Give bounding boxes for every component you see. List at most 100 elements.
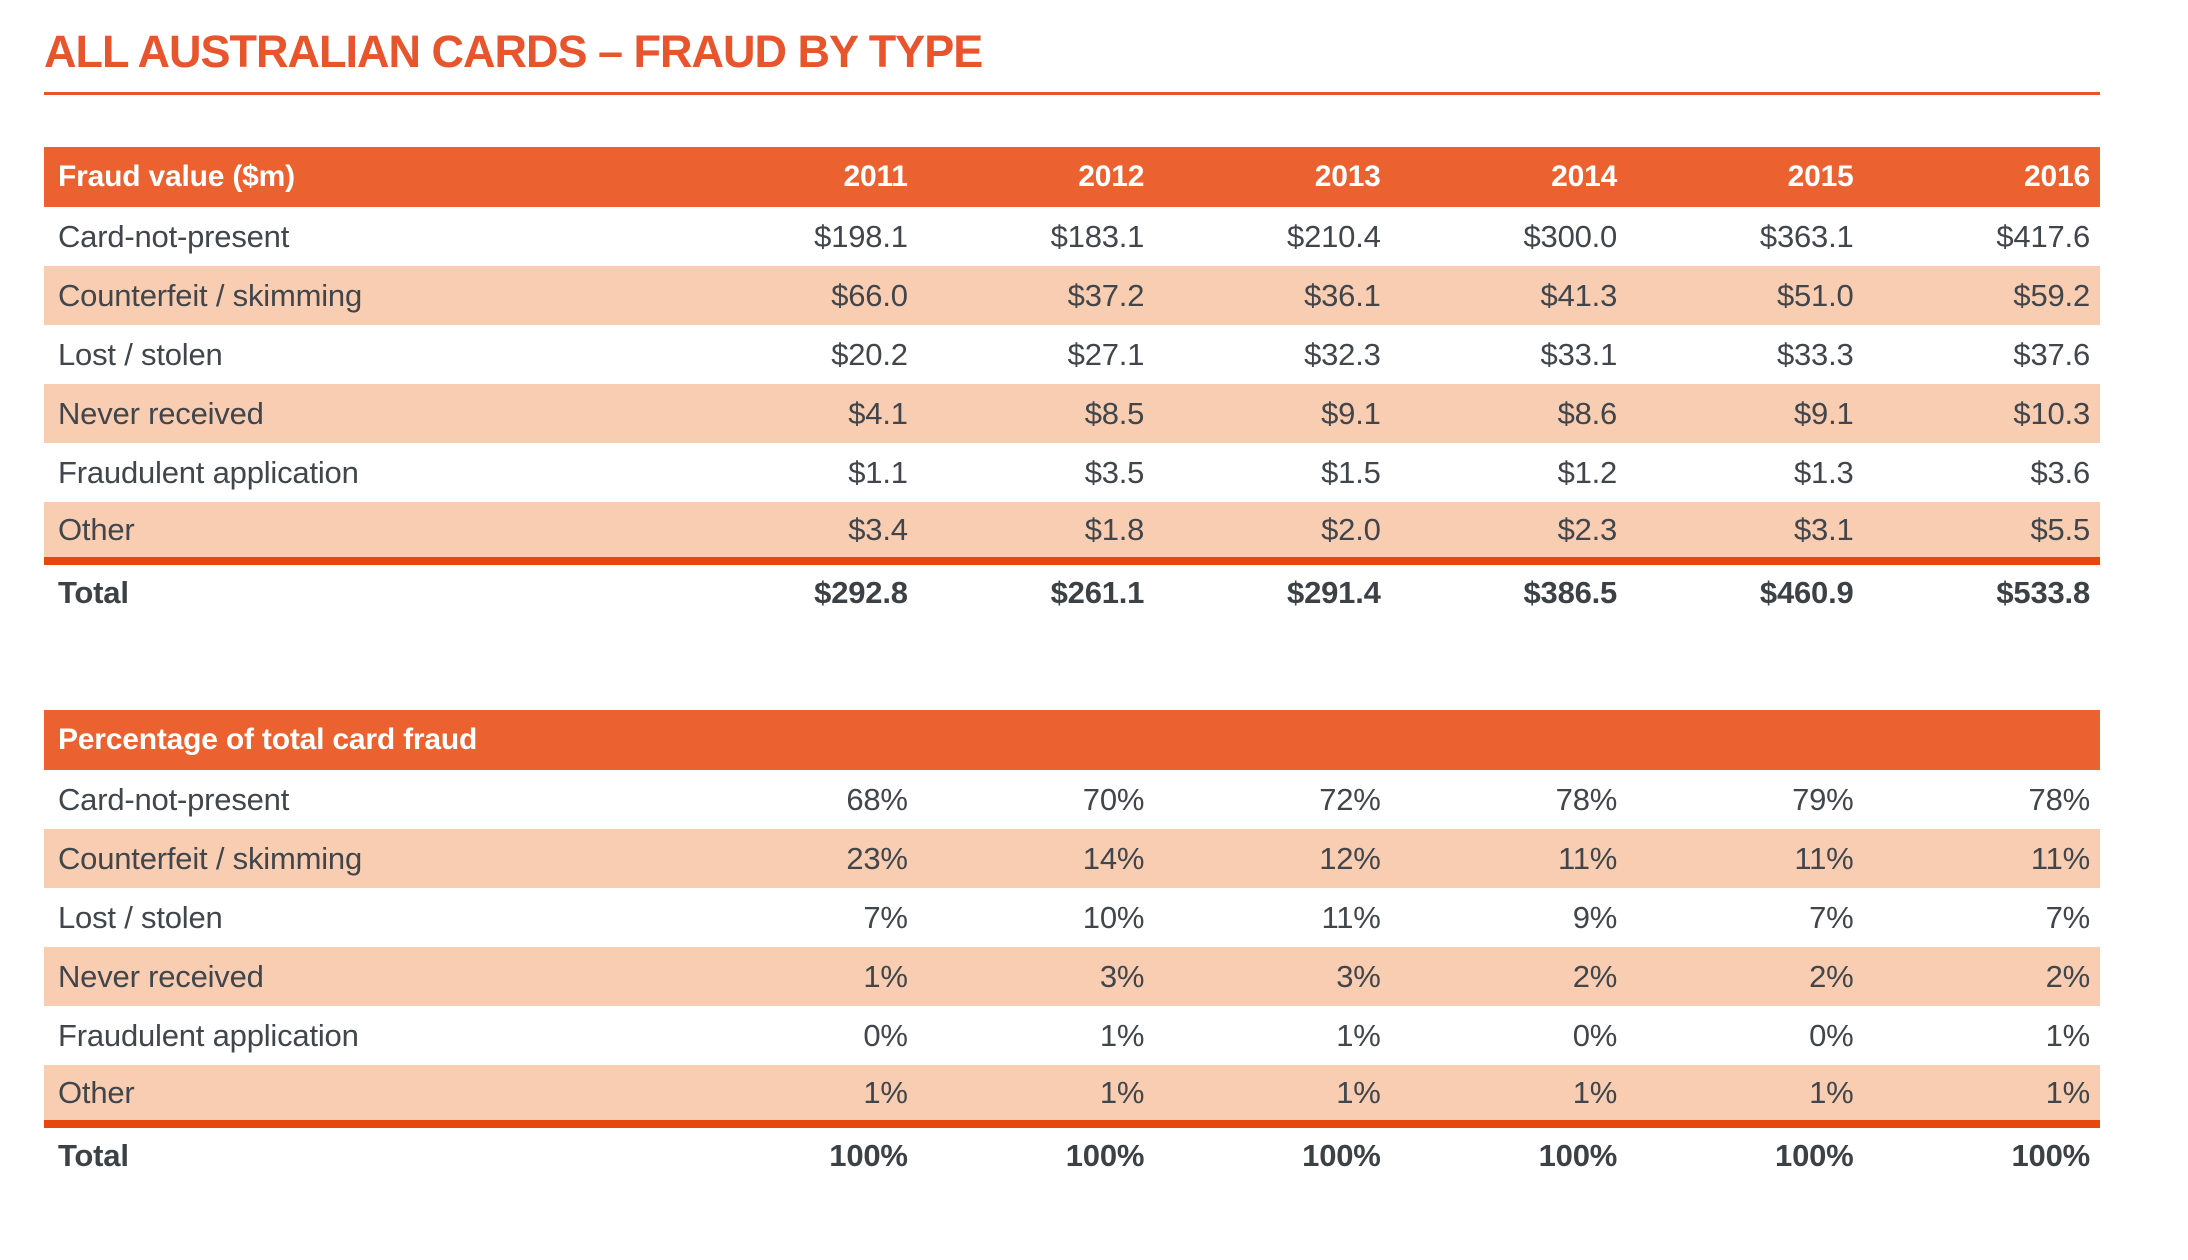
- cell-value: $363.1: [1759, 218, 1854, 254]
- cell-value: $33.1: [1540, 336, 1618, 372]
- cell-value: 100%: [681, 1120, 918, 1184]
- cell-value: $3.4: [681, 502, 918, 562]
- table-row: Lost / stolen 7% 10% 11% 9% 7% 7%: [44, 888, 2100, 947]
- row-label: Other: [44, 502, 682, 562]
- cell-value: 7%: [2045, 899, 2091, 935]
- year-header: 2016: [1863, 147, 2100, 208]
- table-row: Card-not-present $198.1 $183.1 $210.4 $300.0…: [44, 207, 2100, 266]
- cell-value: 1%: [1099, 1017, 1145, 1053]
- cell-value: 1%: [1627, 1065, 1864, 1125]
- cell-value: $291.4: [1154, 557, 1391, 621]
- cell-value: $1.5: [1321, 454, 1381, 490]
- cell-value: $9.1: [1154, 384, 1391, 444]
- cell-value: 11%: [1390, 829, 1628, 889]
- fraud-value-header-row: Fraud value ($m) 2011 2012 2013 2014 201…: [44, 147, 2100, 208]
- cell-value: $183.1: [1050, 218, 1145, 254]
- cell-value: 14%: [917, 829, 1155, 889]
- cell-value: 12%: [1154, 829, 1391, 889]
- cell-value: $460.9: [1627, 557, 1864, 621]
- cell-value: $2.3: [1390, 502, 1628, 562]
- fraud-percentage-table-body: Card-not-present 68% 70% 72% 78% 79% 78% Counte…: [44, 770, 2100, 1184]
- cell-value: $3.5: [1084, 454, 1145, 490]
- cell-value: 23%: [681, 829, 918, 889]
- report-page: ALL AUSTRALIAN CARDS – FRAUD BY TYPE Fra…: [44, 0, 2100, 1184]
- cell-value: $3.1: [1627, 502, 1864, 562]
- cell-value: $59.2: [1863, 266, 2100, 326]
- cell-value: $10.3: [1863, 384, 2100, 444]
- cell-value: $41.3: [1390, 266, 1628, 326]
- cell-value: $1.8: [917, 502, 1155, 562]
- year-header: 2014: [1390, 147, 1628, 208]
- cell-value: 2%: [1863, 947, 2100, 1007]
- cell-value: $51.0: [1627, 266, 1864, 326]
- cell-value: 100%: [1863, 1120, 2100, 1184]
- cell-value: $1.1: [848, 454, 908, 490]
- cell-value: 1%: [1390, 1065, 1628, 1125]
- row-label: Total: [44, 1120, 682, 1184]
- cell-value: 2%: [1627, 947, 1864, 1007]
- row-label: Never received: [44, 947, 682, 1007]
- table-row: Counterfeit / skimming 23% 14% 12% 11% 11% 11%: [44, 829, 2100, 889]
- cell-value: $33.3: [1776, 336, 1854, 372]
- cell-value: 0%: [863, 1017, 908, 1053]
- row-label: Fraudulent application: [58, 1017, 359, 1053]
- cell-value: 1%: [2045, 1017, 2091, 1053]
- cell-value: 3%: [1154, 947, 1391, 1007]
- cell-value: 100%: [917, 1120, 1155, 1184]
- cell-value: 1%: [917, 1065, 1155, 1125]
- fraud-percentage-header-row: Percentage of total card fraud: [44, 710, 2100, 771]
- cell-value: 0%: [1809, 1017, 1854, 1053]
- cell-value: 11%: [1863, 829, 2100, 889]
- fraud-value-table-body: Card-not-present $198.1 $183.1 $210.4 $300.0…: [44, 207, 2100, 621]
- cell-value: 7%: [1809, 899, 1854, 935]
- total-row: Total $292.8 $261.1 $291.4 $386.5 $460.9 $533.…: [44, 557, 2100, 621]
- cell-value: $2.0: [1154, 502, 1391, 562]
- cell-value: 3%: [917, 947, 1155, 1007]
- row-label: Card-not-present: [58, 218, 290, 254]
- row-label: Never received: [44, 384, 682, 444]
- cell-value: $36.1: [1154, 266, 1391, 326]
- row-label: Other: [44, 1065, 682, 1125]
- cell-value: $386.5: [1390, 557, 1628, 621]
- cell-value: $1.2: [1557, 454, 1618, 490]
- page-title: ALL AUSTRALIAN CARDS – FRAUD BY TYPE: [44, 26, 983, 77]
- title-underline: [44, 92, 2100, 96]
- cell-value: 70%: [1082, 781, 1145, 817]
- cell-value: 78%: [1555, 781, 1618, 817]
- cell-value: 11%: [1321, 899, 1381, 935]
- table-row: Other $3.4 $1.8 $2.0 $2.3 $3.1 $5.5: [44, 502, 2100, 562]
- cell-value: $8.6: [1390, 384, 1628, 444]
- cell-value: $9.1: [1627, 384, 1864, 444]
- cell-value: $261.1: [917, 557, 1155, 621]
- table-row: Never received 1% 3% 3% 2% 2% 2%: [44, 947, 2100, 1007]
- row-label: Lost / stolen: [58, 336, 223, 372]
- cell-value: 79%: [1792, 781, 1854, 817]
- row-label: Counterfeit / skimming: [44, 266, 682, 326]
- cell-value: 68%: [846, 781, 908, 817]
- cell-value: $27.1: [1067, 336, 1145, 372]
- cell-value: $4.1: [681, 384, 918, 444]
- cell-value: 1%: [1154, 1065, 1391, 1125]
- cell-value: 1%: [1863, 1065, 2100, 1125]
- year-header: 2015: [1627, 147, 1864, 208]
- table-row: Card-not-present 68% 70% 72% 78% 79% 78%: [44, 770, 2100, 829]
- cell-value: 10%: [1082, 899, 1145, 935]
- cell-value: $8.5: [917, 384, 1155, 444]
- year-header: 2012: [917, 147, 1155, 208]
- table-row: Fraudulent application $1.1 $3.5 $1.5 $1.2 $1…: [44, 443, 2100, 502]
- cell-value: 100%: [1154, 1120, 1391, 1184]
- cell-value: 1%: [681, 947, 918, 1007]
- cell-value: 9%: [1572, 899, 1618, 935]
- cell-value: $20.2: [831, 336, 908, 372]
- cell-value: $300.0: [1523, 218, 1618, 254]
- cell-value: 1%: [1336, 1017, 1381, 1053]
- table-row: Other 1% 1% 1% 1% 1% 1%: [44, 1065, 2100, 1125]
- cell-value: $5.5: [1863, 502, 2100, 562]
- row-label: Fraudulent application: [58, 454, 359, 490]
- row-label: Total: [44, 557, 682, 621]
- cell-value: $210.4: [1287, 218, 1381, 254]
- table-row: Never received $4.1 $8.5 $9.1 $8.6 $9.1 $10.3: [44, 384, 2100, 444]
- cell-value: $1.3: [1794, 454, 1854, 490]
- cell-value: 11%: [1627, 829, 1864, 889]
- cell-value: $37.2: [917, 266, 1155, 326]
